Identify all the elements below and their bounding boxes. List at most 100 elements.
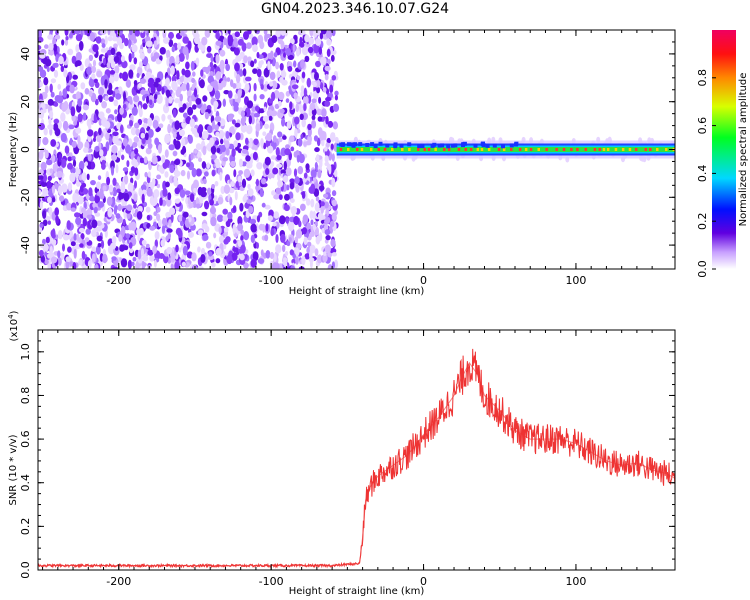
noise-cell bbox=[306, 77, 311, 88]
noise-cell bbox=[301, 191, 306, 199]
noise-cell bbox=[241, 149, 249, 154]
noise-cell bbox=[256, 162, 263, 170]
noise-cell bbox=[324, 201, 329, 209]
noise-cell bbox=[321, 108, 327, 118]
noise-cell bbox=[232, 205, 237, 213]
signal-peak-cell bbox=[598, 148, 602, 151]
noise-cell bbox=[237, 175, 242, 183]
noise-cell bbox=[235, 81, 242, 89]
noise-cell bbox=[45, 159, 53, 166]
signal-peak-cell bbox=[457, 148, 461, 151]
noise-cell bbox=[326, 38, 332, 46]
noise-cell bbox=[310, 198, 315, 208]
noise-cell bbox=[289, 135, 295, 143]
noise-cell bbox=[323, 251, 327, 257]
noise-cell bbox=[42, 137, 49, 146]
noise-cell bbox=[250, 258, 257, 268]
noise-cell bbox=[232, 223, 237, 234]
noise-cell bbox=[212, 30, 218, 34]
noise-cell bbox=[174, 120, 180, 130]
noise-cell bbox=[217, 196, 224, 205]
noise-cell bbox=[94, 212, 101, 217]
noise-cell bbox=[233, 169, 237, 178]
noise-cell bbox=[199, 79, 205, 89]
noise-cell bbox=[285, 98, 290, 103]
noise-cell bbox=[147, 117, 153, 127]
signal-peak-cell bbox=[524, 148, 528, 151]
noise-cell bbox=[132, 141, 138, 148]
noise-cell bbox=[200, 69, 204, 77]
signal-wiggle bbox=[473, 143, 478, 148]
noise-cell bbox=[246, 100, 254, 109]
noise-cell bbox=[251, 116, 255, 125]
noise-cell bbox=[271, 262, 279, 269]
noise-cell bbox=[215, 258, 221, 264]
noise-cell bbox=[123, 192, 130, 202]
noise-cell bbox=[168, 144, 175, 151]
noise-cell bbox=[48, 118, 52, 125]
noise-cell bbox=[268, 115, 273, 121]
noise-cell bbox=[159, 55, 163, 61]
noise-cell bbox=[235, 132, 241, 141]
noise-cell bbox=[90, 180, 96, 186]
noise-cell bbox=[153, 211, 158, 217]
noise-cell bbox=[334, 94, 338, 101]
noise-cell bbox=[100, 38, 106, 45]
noise-cell bbox=[197, 246, 201, 253]
noise-cell bbox=[297, 166, 304, 175]
noise-cell bbox=[287, 221, 295, 232]
noise-cell bbox=[319, 82, 324, 90]
noise-cell bbox=[234, 62, 240, 72]
noise-cell bbox=[59, 195, 65, 202]
noise-cell bbox=[38, 44, 42, 51]
noise-cell bbox=[133, 122, 140, 129]
noise-cell bbox=[279, 63, 284, 71]
noise-cell bbox=[284, 148, 291, 156]
x-tick-label: 0 bbox=[420, 274, 427, 287]
noise-cell bbox=[175, 55, 180, 65]
noise-cell bbox=[145, 71, 152, 77]
noise-cell bbox=[211, 169, 216, 177]
noise-cell bbox=[314, 221, 318, 226]
noise-cell bbox=[231, 119, 236, 125]
noise-cell bbox=[63, 69, 68, 78]
noise-cell bbox=[233, 104, 239, 112]
noise-cell bbox=[51, 154, 56, 163]
noise-cell bbox=[114, 109, 118, 115]
noise-cell bbox=[178, 214, 184, 222]
noise-cell bbox=[197, 266, 204, 269]
noise-cell bbox=[246, 199, 252, 204]
noise-cell bbox=[277, 180, 284, 188]
signal-wiggle bbox=[385, 143, 390, 148]
noise-cell bbox=[49, 30, 54, 35]
noise-cell bbox=[141, 239, 147, 246]
noise-cell bbox=[60, 252, 65, 260]
noise-cell bbox=[290, 206, 297, 215]
noise-cell bbox=[52, 228, 56, 237]
noise-cell bbox=[165, 77, 170, 86]
noise-cell bbox=[97, 175, 102, 181]
noise-cell bbox=[47, 196, 52, 204]
noise-cell bbox=[233, 239, 237, 244]
noise-cell bbox=[68, 32, 73, 39]
noise-cell bbox=[161, 87, 165, 95]
noise-cell bbox=[58, 154, 62, 163]
noise-cell bbox=[90, 161, 95, 170]
noise-cell bbox=[186, 170, 191, 180]
noise-cell bbox=[181, 68, 186, 76]
noise-cell bbox=[72, 159, 77, 167]
noise-cell bbox=[146, 214, 151, 221]
noise-cell bbox=[282, 244, 286, 253]
noise-cell bbox=[140, 184, 147, 191]
noise-cell bbox=[320, 206, 325, 214]
noise-cell bbox=[269, 251, 275, 260]
noise-cell bbox=[234, 190, 238, 201]
noise-cell bbox=[193, 179, 199, 189]
signal-wiggle bbox=[461, 143, 465, 148]
noise-cell bbox=[63, 234, 70, 241]
noise-cell bbox=[113, 56, 120, 63]
noise-cell bbox=[235, 73, 241, 84]
noise-cell bbox=[53, 118, 60, 124]
noise-cell bbox=[64, 30, 69, 36]
noise-cell bbox=[214, 90, 221, 100]
